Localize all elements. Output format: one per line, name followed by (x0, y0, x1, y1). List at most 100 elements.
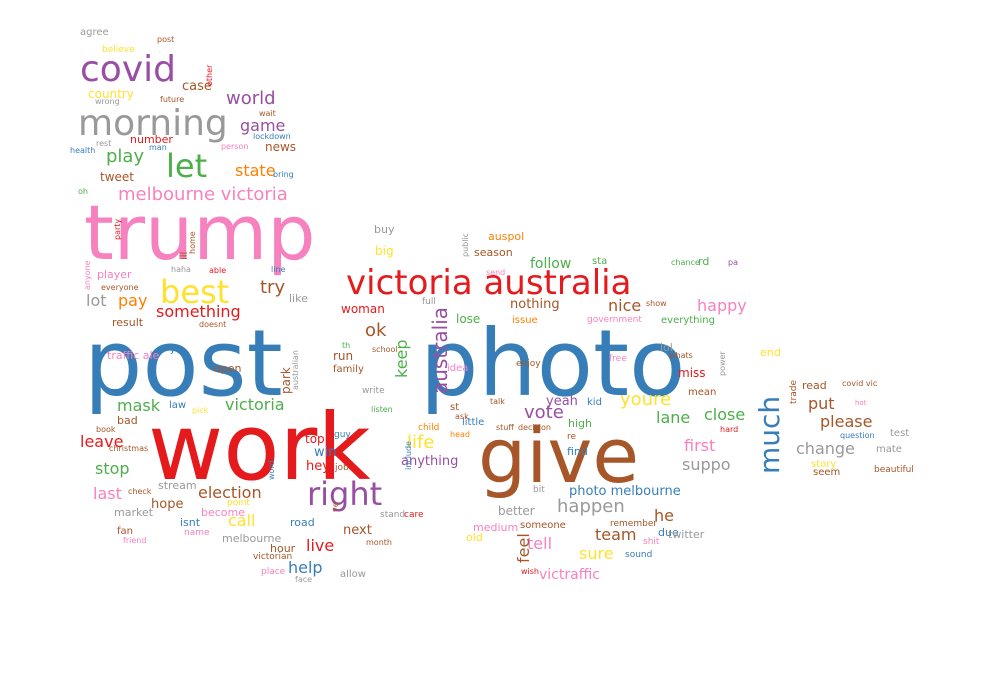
cloud-word: post (157, 35, 175, 44)
cloud-word: number (130, 133, 173, 146)
cloud-word: youre (620, 389, 672, 410)
cloud-word: work (148, 394, 371, 501)
cloud-word: power (718, 351, 727, 376)
cloud-word: win (314, 445, 337, 460)
cloud-word: pa (728, 258, 738, 267)
cloud-word: someone (520, 520, 566, 531)
cloud-word: pick (192, 406, 209, 415)
cloud-word: allow (340, 569, 366, 580)
cloud-word: hard (720, 425, 739, 434)
cloud-word: lockdown (253, 132, 291, 141)
cloud-word: player (97, 268, 132, 281)
cloud-word: find (567, 445, 588, 458)
cloud-word: road (290, 516, 315, 529)
cloud-word: care (404, 510, 424, 520)
cloud-word: oh (78, 187, 88, 196)
cloud-word: hope (151, 497, 184, 512)
cloud-word: hot (855, 399, 867, 407)
cloud-word: try (260, 277, 286, 298)
cloud-word: morning (78, 103, 228, 144)
cloud-word: free (609, 354, 627, 364)
cloud-word: old (466, 531, 483, 544)
cloud-word: sure (579, 544, 614, 563)
cloud-word: feel (514, 533, 533, 563)
cloud-word: test (890, 428, 910, 439)
cloud-word: place (261, 567, 286, 577)
cloud-word: please (820, 412, 873, 431)
cloud-word: word (267, 460, 276, 480)
cloud-word: best (160, 273, 230, 311)
cloud-word: lol (660, 341, 673, 354)
cloud-word: stand (380, 510, 406, 520)
cloud-word: vote (524, 402, 564, 423)
cloud-word: result (112, 316, 144, 329)
cloud-word: due (658, 526, 679, 539)
cloud-word: lane (656, 408, 691, 427)
cloud-word: victoria (225, 395, 285, 414)
cloud-word: sta (592, 256, 608, 267)
cloud-word: live (306, 536, 335, 555)
cloud-word: call (228, 511, 256, 530)
cloud-word: news (265, 140, 297, 154)
cloud-word: something (156, 302, 241, 321)
cloud-word: much (753, 395, 786, 474)
cloud-word: post (84, 310, 283, 417)
cloud-word: open (214, 362, 242, 375)
cloud-word: wish (521, 567, 540, 576)
cloud-word: sound (625, 550, 653, 560)
cloud-word: point (227, 498, 250, 508)
cloud-word: st (450, 402, 460, 413)
cloud-word: book (96, 425, 116, 434)
cloud-word: family (333, 364, 364, 375)
cloud-word: whats (669, 351, 693, 360)
cloud-word: include (404, 441, 413, 470)
cloud-word: believe (102, 45, 135, 55)
cloud-word: home (188, 231, 197, 254)
cloud-word: hey (306, 459, 330, 474)
cloud-word: right (307, 475, 383, 513)
cloud-word: stuff (496, 423, 514, 432)
cloud-word: melbourne (222, 532, 282, 545)
cloud-word: put (808, 394, 835, 413)
cloud-word: high (568, 417, 592, 430)
cloud-word: state (235, 161, 276, 180)
cloud-word: team (595, 525, 637, 544)
cloud-word: law (169, 400, 187, 411)
cloud-word: bit (533, 485, 545, 495)
cloud-word: end (760, 346, 781, 359)
cloud-word: face (295, 575, 313, 584)
cloud-word: australia (428, 306, 452, 394)
cloud-word: become (201, 506, 246, 519)
cloud-word: yeah (546, 394, 578, 409)
cloud-word: pay (118, 291, 148, 310)
cloud-word: help (288, 558, 323, 577)
cloud-word: lot (86, 291, 107, 310)
cloud-word: world (226, 88, 276, 109)
cloud-word: future (160, 95, 185, 104)
cloud-word: party (113, 218, 122, 240)
cloud-word: leave (80, 432, 124, 451)
cloud-word: man (149, 143, 167, 152)
cloud-word: run (333, 349, 354, 363)
cloud-word: story (811, 459, 837, 470)
cloud-word: big (375, 244, 394, 258)
cloud-word: last (93, 484, 122, 503)
cloud-word: better (498, 504, 535, 518)
cloud-word: check (128, 487, 152, 496)
cloud-word: give (478, 411, 640, 500)
cloud-word: country (88, 87, 134, 101)
cloud-word: anything (401, 454, 459, 469)
cloud-word: other (205, 64, 214, 86)
cloud-word: photo melbourne (569, 484, 681, 499)
cloud-word: stop (95, 459, 130, 478)
cloud-word: market (114, 506, 154, 519)
cloud-word: happen (557, 496, 625, 517)
cloud-word: mate (876, 444, 902, 455)
cloud-word: woman (341, 302, 385, 316)
cloud-word: month (366, 538, 392, 547)
cloud-word: child (418, 423, 440, 433)
cloud-word: change (796, 439, 855, 458)
cloud-word: send (486, 268, 506, 277)
cloud-word: job (335, 463, 349, 473)
